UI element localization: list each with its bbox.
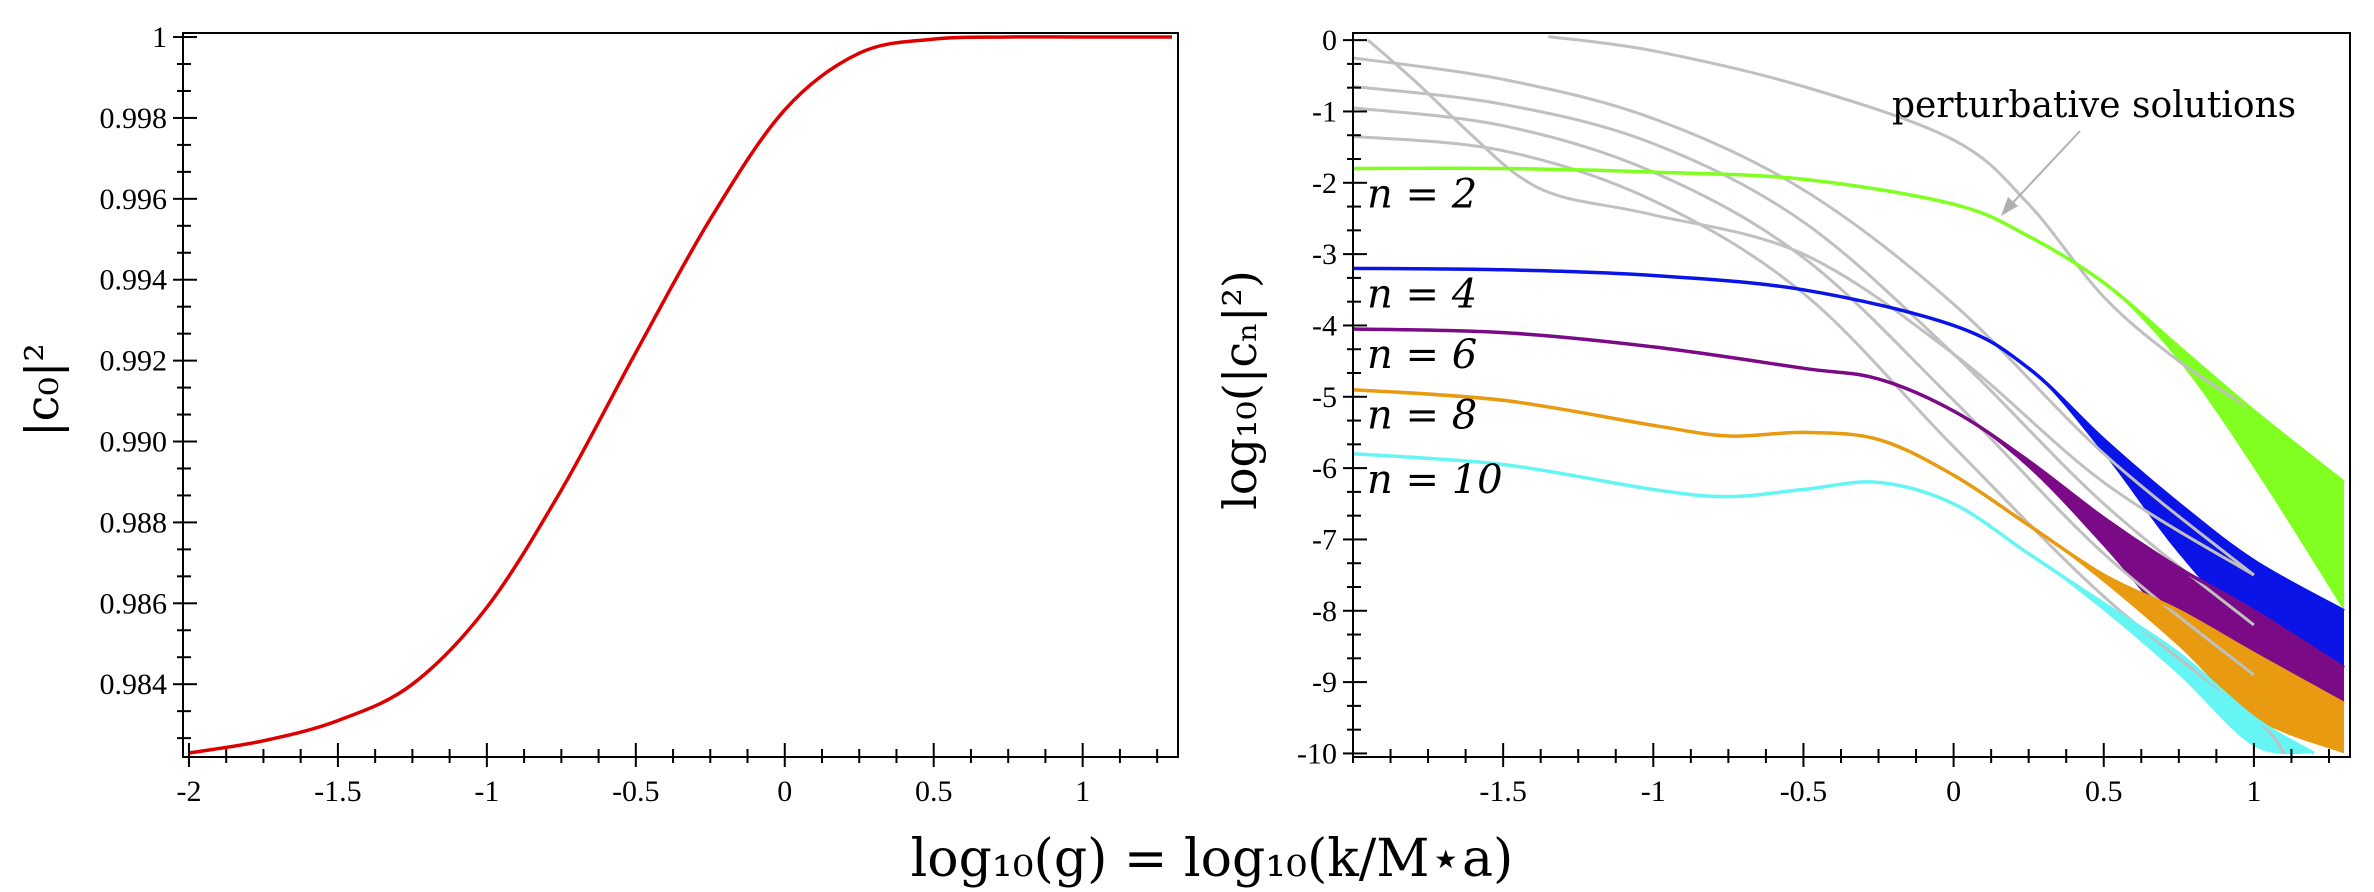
series-line-perturbative-3 (1353, 56, 2255, 577)
x-tick-label: 0 (777, 775, 792, 808)
series-line-n-2 (1353, 166, 2346, 484)
series-line-n-10 (1353, 452, 2315, 755)
y-tick-label: -10 (1297, 737, 1337, 770)
x-tick-label: 1 (1075, 775, 1090, 808)
y-tick-label: -1 (1312, 95, 1337, 128)
x-tick-label: -0.5 (1780, 775, 1828, 808)
series-line-perturbative-5 (1353, 106, 2255, 677)
series-label-n-4: n = 4 (1367, 271, 1477, 317)
y-tick-label: 0.994 (100, 264, 168, 297)
y-tick-label: -8 (1312, 595, 1337, 628)
right-plot-frame (1352, 32, 2351, 758)
y-tick-label: -3 (1312, 238, 1337, 271)
y-tick-label: 0 (1322, 24, 1337, 57)
x-tick-label: -1 (474, 775, 499, 808)
x-tick-label: -1.5 (314, 775, 362, 808)
x-tick-label: 0.5 (915, 775, 953, 808)
shared-x-axis-label: log₁₀(g) = log₁₀(k/M⋆a) (911, 829, 1514, 889)
y-tick-label: -4 (1312, 309, 1337, 342)
series-line-n-6 (1353, 327, 2345, 670)
y-tick-label: 0.988 (100, 506, 168, 539)
series-label-n-2: n = 2 (1367, 171, 1477, 217)
x-tick-label: 1 (2246, 775, 2261, 808)
y-tick-label: 0.996 (100, 183, 168, 216)
y-tick-label: -6 (1312, 452, 1337, 485)
y-tick-label: 0.998 (100, 102, 168, 135)
series-line-n-4 (1353, 266, 2345, 613)
series-line-perturbative-4 (1353, 85, 2255, 627)
series-line-c0-2 (188, 35, 1172, 755)
x-tick-label: -1.5 (1479, 775, 1527, 808)
annotation-arrow-head (2001, 197, 2018, 216)
x-tick-label: -0.5 (612, 775, 660, 808)
series-label-n-8: n = 8 (1367, 393, 1477, 439)
x-tick-label: -1 (1641, 775, 1666, 808)
y-tick-label: 0.984 (100, 668, 168, 701)
annotation-arrow-line (2005, 130, 2081, 211)
left-plot-frame (182, 32, 1179, 758)
series-line-perturbative-1 (1548, 35, 2255, 413)
y-tick-label: 1 (152, 21, 167, 54)
left-y-axis-label: |c₀|² (15, 343, 69, 437)
y-tick-label: -7 (1312, 523, 1337, 556)
y-tick-label: -9 (1312, 666, 1337, 699)
series-line-n-8 (1353, 387, 2345, 706)
series-label-n-6: n = 6 (1367, 332, 1477, 378)
y-tick-label: 0.992 (100, 345, 168, 378)
left-panel: -2 -1.5 -1 -0.5 0 0.5 1 0.984 0.986 0.988 0.990 0.9… (15, 21, 1179, 808)
x-tick-label: -2 (176, 775, 201, 808)
right-panel: -1.5 -1 -0.5 0 0.5 1 0 -1 -2 -3 -4 -5 -6 -7 -8 -9 -10 n … (1213, 24, 2351, 808)
x-tick-label: 0 (1946, 775, 1961, 808)
annotation-perturbative-solutions: perturbative solutions (1892, 85, 2296, 126)
x-tick-label: 0.5 (2085, 775, 2123, 808)
series-label-n-10: n = 10 (1367, 457, 1503, 503)
y-tick-label: -5 (1312, 381, 1337, 414)
y-tick-label: 0.990 (100, 426, 168, 459)
y-tick-label: -2 (1312, 167, 1337, 200)
series-line-perturbative-6 (1353, 134, 2286, 755)
y-tick-label: 0.986 (100, 587, 168, 620)
right-y-axis-label: log₁₀(|cₙ|²) (1213, 270, 1267, 510)
